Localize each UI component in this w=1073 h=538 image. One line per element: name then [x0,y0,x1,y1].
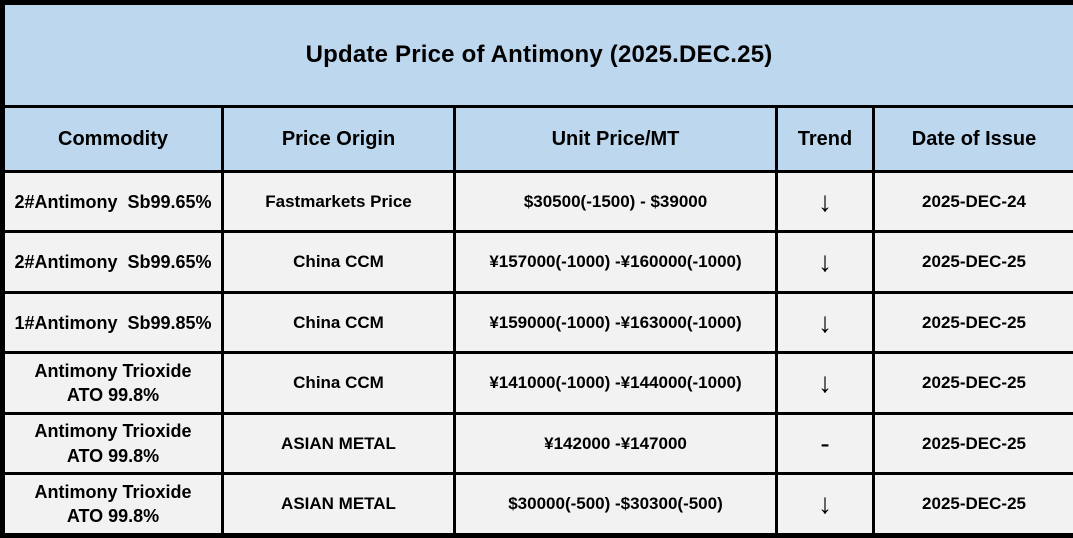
unit-price-cell: ¥157000(-1000) -¥160000(-1000) [453,230,778,294]
table-row: 2#Antimony Sb99.65% Fastmarkets Price $3… [1,169,1073,234]
table-row: Antimony Trioxide ATO 99.8% China CCM ¥1… [1,351,1073,415]
commodity-cell: 2#Antimony Sb99.65% [1,169,224,234]
trend-down-arrow: ↓ [775,351,875,415]
date-of-issue-cell: 2025-DEC-25 [871,472,1073,537]
date-of-issue-cell: 2025-DEC-25 [871,230,1073,294]
unit-price-cell: ¥159000(-1000) -¥163000(-1000) [453,290,778,355]
column-header-date-of-issue: Date of Issue [871,105,1073,173]
trend-flat-dash: - [775,411,875,476]
unit-price-cell: $30500(-1500) - $39000 [453,169,778,234]
commodity-cell: 1#Antimony Sb99.85% [1,290,224,355]
column-header-price-origin: Price Origin [221,105,456,173]
header-row: Commodity Price Origin Unit Price/MT Tre… [1,105,1073,173]
commodity-cell: Antimony Trioxide ATO 99.8% [1,351,224,415]
price-origin-cell: ASIAN METAL [221,411,456,476]
page-title: Update Price of Antimony (2025.DEC.25) [0,1,1073,108]
table-row: 1#Antimony Sb99.85% China CCM ¥159000(-1… [1,290,1073,355]
table-row: Antimony Trioxide ATO 99.8% ASIAN METAL … [1,472,1073,537]
trend-down-arrow: ↓ [775,230,875,294]
column-header-commodity: Commodity [1,105,224,173]
column-header-trend: Trend [775,105,875,173]
unit-price-cell: ¥142000 -¥147000 [453,411,778,476]
table-row: Antimony Trioxide ATO 99.8% ASIAN METAL … [1,411,1073,476]
price-origin-cell: China CCM [221,230,456,294]
date-of-issue-cell: 2025-DEC-25 [871,411,1073,476]
date-of-issue-cell: 2025-DEC-25 [871,290,1073,355]
column-header-unit-price: Unit Price/MT [453,105,778,173]
date-of-issue-cell: 2025-DEC-25 [871,351,1073,415]
commodity-cell: Antimony Trioxide ATO 99.8% [1,411,224,476]
trend-down-arrow: ↓ [775,290,875,355]
trend-down-arrow: ↓ [775,169,875,234]
date-of-issue-cell: 2025-DEC-24 [871,169,1073,234]
price-origin-cell: Fastmarkets Price [221,169,456,234]
commodity-cell: 2#Antimony Sb99.65% [1,230,224,294]
price-origin-cell: ASIAN METAL [221,472,456,537]
price-origin-cell: China CCM [221,290,456,355]
unit-price-cell: ¥141000(-1000) -¥144000(-1000) [453,351,778,415]
commodity-cell: Antimony Trioxide ATO 99.8% [1,472,224,537]
table-row: 2#Antimony Sb99.65% China CCM ¥157000(-1… [1,230,1073,294]
trend-down-arrow: ↓ [775,472,875,537]
unit-price-cell: $30000(-500) -$30300(-500) [453,472,778,537]
title-row: Update Price of Antimony (2025.DEC.25) [0,1,1073,108]
price-origin-cell: China CCM [221,351,456,415]
